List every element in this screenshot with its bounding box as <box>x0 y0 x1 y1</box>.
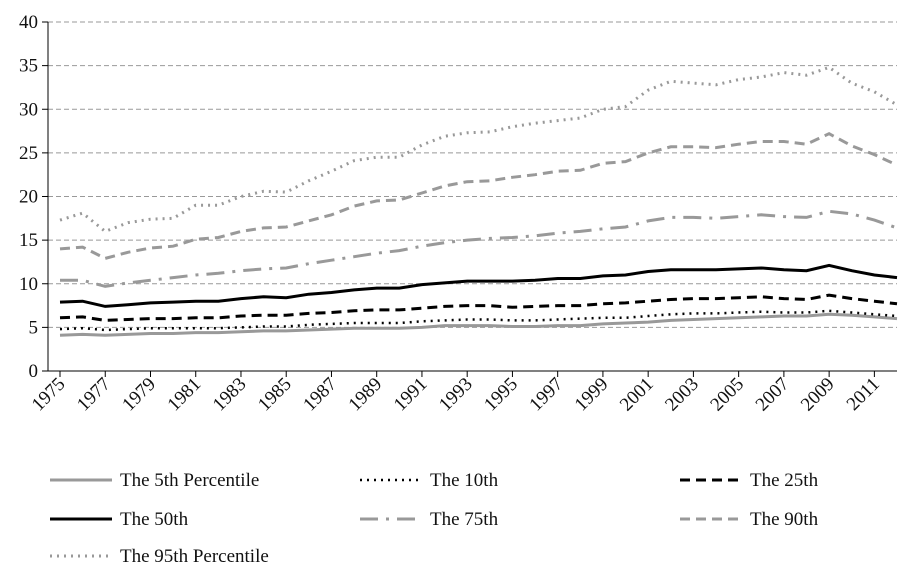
x-tick-label: 1985 <box>254 374 296 416</box>
x-tick-label: 1989 <box>345 374 387 416</box>
series-line <box>59 263 898 308</box>
x-tick-label: 1983 <box>209 374 251 416</box>
legend-label: The 95th Percentile <box>120 546 269 567</box>
x-tick-label: 1995 <box>480 374 522 416</box>
series-line <box>59 293 898 322</box>
legend-label: The 50th <box>120 509 189 530</box>
y-tick-label: 30 <box>19 99 38 120</box>
x-tick-label: 2007 <box>752 374 794 416</box>
legend-entry: The 75th <box>360 509 499 530</box>
legend-entry: The 10th <box>360 470 499 491</box>
y-tick-label: 10 <box>19 274 38 295</box>
x-tick-label: 2011 <box>843 374 884 415</box>
legend-label: The 25th <box>750 470 819 491</box>
legend-entry: The 50th <box>50 509 189 530</box>
x-tick-label: 1999 <box>571 374 613 416</box>
y-tick-label: 5 <box>29 317 39 338</box>
x-tick-label: 2003 <box>661 374 703 416</box>
x-tick-label: 2001 <box>616 374 658 416</box>
y-tick-label: 35 <box>19 56 38 77</box>
legend-label: The 10th <box>430 470 499 491</box>
x-tick-label: 1993 <box>435 374 477 416</box>
legend-label: The 90th <box>750 509 819 530</box>
x-tick-label: 1979 <box>118 374 160 416</box>
series-line <box>59 132 898 260</box>
x-tick-label: 2009 <box>797 374 839 416</box>
y-tick-label: 40 <box>19 12 38 33</box>
legend-entry: The 25th <box>680 470 819 491</box>
y-tick-label: 25 <box>19 143 38 164</box>
x-tick-label: 1997 <box>525 374 567 416</box>
legend-entry: The 5th Percentile <box>50 470 259 491</box>
y-tick-label: 0 <box>29 361 39 382</box>
legend-label: The 5th Percentile <box>120 470 259 491</box>
x-tick-label: 1977 <box>73 374 115 416</box>
legend-entry: The 95th Percentile <box>50 546 269 567</box>
x-tick-label: 1991 <box>390 374 432 416</box>
x-tick-label: 1981 <box>164 374 206 416</box>
legend-label: The 75th <box>430 509 499 530</box>
x-tick-label: 1987 <box>299 374 341 416</box>
y-tick-label: 20 <box>19 187 38 208</box>
series-line <box>59 65 898 234</box>
series-line <box>60 209 898 288</box>
x-tick-label: 2005 <box>706 374 748 416</box>
legend-entry: The 90th <box>680 509 819 530</box>
y-tick-label: 15 <box>19 230 38 251</box>
series-line <box>59 312 898 337</box>
